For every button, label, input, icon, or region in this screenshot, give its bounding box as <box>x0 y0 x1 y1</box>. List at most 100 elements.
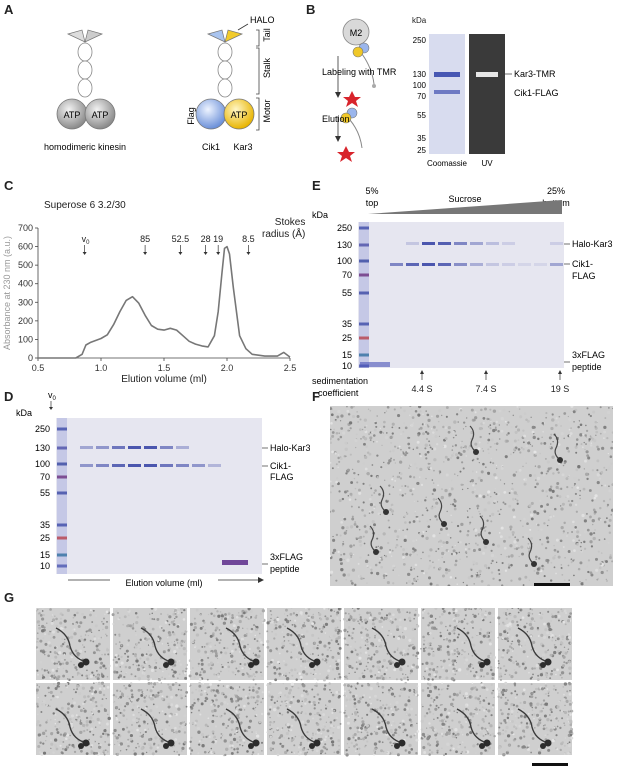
grain <box>348 672 350 675</box>
grain <box>460 725 464 729</box>
grain <box>200 668 204 671</box>
grain <box>311 688 314 691</box>
e-cik1-band <box>550 263 563 266</box>
grain <box>461 440 463 442</box>
grain <box>474 488 476 490</box>
grain <box>388 526 391 529</box>
grain <box>366 449 369 452</box>
grain <box>478 569 482 573</box>
grain <box>195 633 200 637</box>
grain <box>127 738 130 741</box>
grain <box>481 718 485 721</box>
grain <box>416 578 419 581</box>
grain <box>577 465 581 469</box>
grain <box>410 423 414 427</box>
grain <box>317 679 319 681</box>
grain <box>77 705 81 709</box>
grain <box>445 625 447 628</box>
grain <box>429 467 433 470</box>
grain <box>551 633 554 637</box>
grain <box>466 516 469 519</box>
grain <box>257 753 260 756</box>
grain <box>173 640 176 643</box>
grain <box>297 752 301 756</box>
grain <box>54 713 57 716</box>
grain <box>217 684 220 687</box>
grain <box>353 720 356 723</box>
grain <box>535 673 537 675</box>
grain <box>464 445 467 449</box>
grain <box>230 728 234 732</box>
grain <box>519 519 522 522</box>
grain <box>210 612 213 615</box>
grain <box>337 409 341 414</box>
grain <box>160 739 164 743</box>
grain <box>363 577 365 580</box>
grain <box>422 705 424 708</box>
grain <box>236 740 239 744</box>
grain <box>233 718 237 721</box>
grain <box>402 452 405 455</box>
grain <box>554 554 556 557</box>
grain <box>473 674 476 678</box>
grain <box>285 731 289 736</box>
grain <box>364 627 368 631</box>
grain <box>366 451 370 454</box>
grain <box>452 445 454 447</box>
kar3-band <box>96 446 109 449</box>
grain <box>428 440 431 443</box>
grain <box>235 640 238 643</box>
grain <box>205 727 209 731</box>
grain <box>276 706 280 710</box>
grain <box>198 681 202 685</box>
grain <box>39 614 43 617</box>
grain <box>489 664 491 666</box>
grain <box>523 625 527 629</box>
grain <box>451 652 455 656</box>
grain <box>85 700 87 702</box>
grain <box>505 556 508 558</box>
grain <box>393 705 397 709</box>
grain <box>441 414 443 417</box>
grain <box>369 436 373 440</box>
grain <box>167 649 171 652</box>
grain <box>335 639 339 643</box>
grain <box>520 446 523 449</box>
grain <box>425 410 427 412</box>
grain <box>518 468 522 472</box>
grain <box>471 664 474 666</box>
grain <box>224 613 227 616</box>
grain <box>47 686 50 690</box>
grain <box>450 454 454 457</box>
grain <box>490 549 493 552</box>
b-marker-250: 250 <box>413 36 427 45</box>
grain <box>491 559 494 563</box>
grain <box>274 626 278 630</box>
grain <box>223 710 225 712</box>
grain <box>79 621 83 625</box>
grain <box>323 738 327 741</box>
grain <box>336 750 340 754</box>
grain <box>552 440 554 443</box>
grain <box>415 482 418 485</box>
grain <box>444 426 448 430</box>
grain <box>452 611 456 615</box>
grain <box>252 686 255 689</box>
grain <box>597 577 600 580</box>
grain <box>567 532 569 534</box>
grain <box>305 607 307 610</box>
grain <box>301 614 305 618</box>
grain <box>452 436 455 439</box>
x-tick-label: 0.5 <box>32 363 45 373</box>
grain <box>266 640 270 643</box>
e-cik1-band <box>390 263 403 266</box>
grain <box>459 558 461 561</box>
grain <box>331 484 334 488</box>
grain <box>359 535 363 539</box>
grain <box>167 642 169 645</box>
grain <box>189 752 192 755</box>
grain <box>367 408 370 410</box>
grain <box>596 480 600 485</box>
grain <box>278 713 281 716</box>
grain <box>224 617 227 621</box>
